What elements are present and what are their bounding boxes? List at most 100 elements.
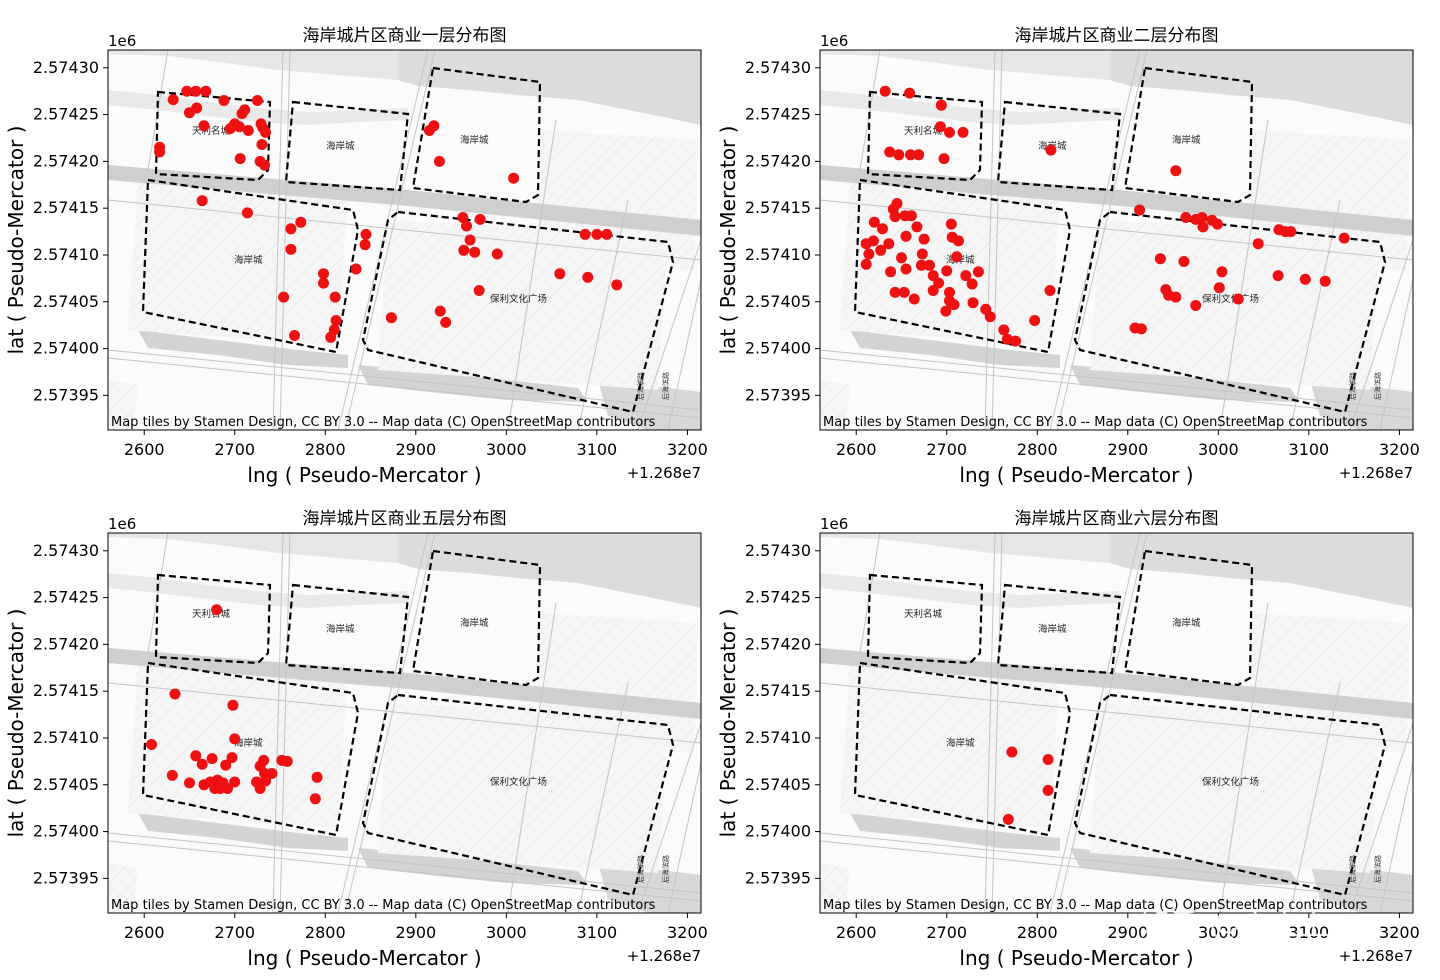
street-line	[1349, 239, 1413, 430]
map-label: 海岸城	[1172, 134, 1201, 146]
street-line	[637, 722, 701, 913]
data-point	[1134, 204, 1146, 216]
y-tick-label: 2.57430	[745, 58, 811, 77]
district-boundary	[154, 573, 272, 665]
data-points	[154, 85, 623, 343]
data-point	[233, 121, 245, 133]
street-line	[820, 357, 1413, 419]
data-point	[900, 230, 912, 242]
data-point	[260, 775, 271, 787]
data-point	[1170, 291, 1182, 303]
data-point	[579, 228, 591, 240]
data-point	[896, 252, 907, 264]
data-point	[889, 211, 901, 223]
x-offset-label: +1.268e7	[627, 464, 701, 482]
data-point	[241, 207, 253, 219]
data-point	[258, 754, 270, 766]
chart-title: 海岸城片区商业一层分布图	[303, 26, 507, 46]
x-tick-label: 2900	[1107, 440, 1148, 459]
x-offset-label: +1.268e7	[1339, 947, 1413, 965]
data-point	[311, 771, 323, 783]
data-point	[935, 99, 947, 111]
street-line	[820, 199, 1413, 261]
water-area	[398, 50, 701, 125]
data-point	[191, 102, 203, 114]
axes-frame	[819, 49, 1414, 431]
map-attribution: Map tiles by Stamen Design, CC BY 3.0 --…	[823, 898, 1368, 913]
x-tick-label: 3100	[577, 440, 618, 459]
x-tick-label: 2700	[926, 440, 967, 459]
data-point	[927, 285, 939, 296]
x-tick-label: 3000	[486, 923, 527, 942]
data-point	[885, 266, 897, 278]
y-tick-label: 2.57400	[745, 339, 811, 358]
data-point	[1299, 273, 1311, 285]
y-tick-label: 2.57425	[745, 105, 811, 124]
x-axis-label: lng ( Pseudo-Mercator )	[247, 463, 481, 487]
data-point	[166, 769, 178, 781]
x-tick-label: 2900	[395, 440, 436, 459]
data-point	[893, 149, 905, 161]
data-point	[289, 330, 300, 341]
street-line	[859, 50, 881, 171]
axes-frame	[819, 532, 1414, 914]
road-label: 后海滨路	[1348, 372, 1357, 400]
data-point	[960, 270, 972, 282]
map-attribution: Map tiles by Stamen Design, CC BY 3.0 --…	[111, 898, 656, 913]
y-tick-label: 2.57405	[33, 775, 99, 794]
basemap: 天利名城海岸城海岸城海岸城保利文化广场后海滨路后海滨路	[108, 533, 701, 913]
map-label: 海岸城	[234, 254, 263, 266]
y-tick-label: 2.57430	[745, 541, 811, 560]
watermark-text: 知乎 @文土上	[1140, 908, 1330, 943]
data-point	[350, 263, 362, 275]
street-line	[108, 832, 701, 894]
data-point	[222, 783, 233, 794]
building-lot	[108, 863, 138, 913]
street-line	[337, 50, 429, 430]
map-label: 天利名城	[904, 125, 943, 137]
map-label: 海岸城	[234, 737, 263, 749]
data-point	[229, 733, 241, 745]
data-point	[190, 85, 202, 97]
data-point	[200, 85, 212, 97]
data-point	[1338, 232, 1350, 244]
main-road	[820, 648, 1413, 719]
data-point	[1154, 253, 1166, 265]
data-point	[972, 266, 984, 278]
data-point	[1042, 784, 1054, 796]
data-point	[285, 243, 297, 255]
x-offset-label: +1.268e7	[627, 947, 701, 965]
data-point	[967, 297, 979, 309]
street-line	[344, 533, 436, 913]
basemap: 天利名城海岸城海岸城海岸城保利文化广场后海滨路后海滨路	[820, 533, 1413, 913]
data-point	[1213, 282, 1225, 294]
y-tick-label: 2.57425	[33, 588, 99, 607]
district-boundary	[141, 178, 360, 354]
x-tick-label: 3000	[486, 440, 527, 459]
data-point	[1178, 256, 1190, 267]
data-point	[554, 268, 566, 280]
data-point	[309, 793, 321, 805]
building-lot	[378, 703, 668, 873]
data-point	[1029, 315, 1041, 326]
data-point	[1252, 238, 1264, 250]
data-point	[1135, 323, 1147, 335]
data-point	[944, 126, 955, 138]
data-point	[440, 316, 452, 328]
street-line	[1049, 50, 1141, 430]
data-point	[234, 153, 246, 165]
district-boundary	[866, 573, 984, 665]
x-tick-label: 2600	[124, 923, 165, 942]
x-tick-label: 3000	[1198, 440, 1239, 459]
water-area	[398, 533, 701, 608]
data-point	[1010, 335, 1022, 347]
data-point	[196, 758, 208, 770]
data-point	[295, 216, 307, 228]
street-line	[147, 533, 169, 654]
building-lot	[820, 863, 850, 913]
map-label: 保利文化广场	[490, 776, 547, 788]
district-boundary	[154, 90, 272, 182]
map-label: 海岸城	[1172, 617, 1201, 629]
street-line	[108, 840, 701, 902]
